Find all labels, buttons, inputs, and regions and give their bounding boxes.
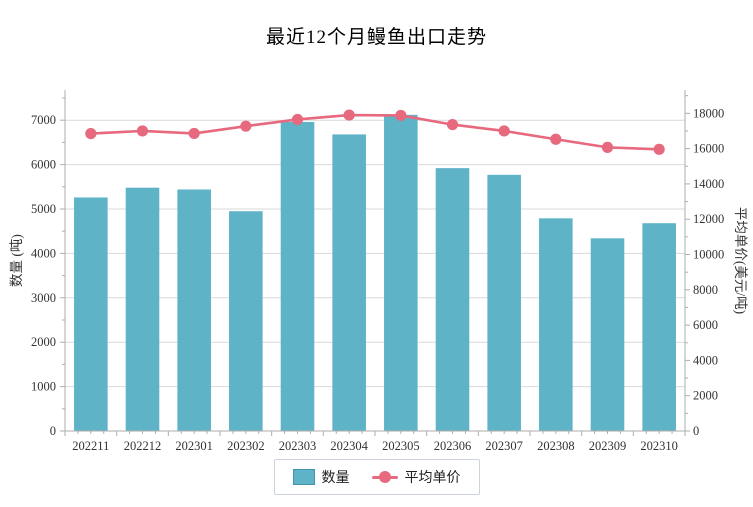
axis-tick-label: 12000 xyxy=(693,212,724,226)
axis-tick-label: 202302 xyxy=(227,439,265,453)
axis-tick-label: 8000 xyxy=(693,283,718,297)
axis-tick-label: 16000 xyxy=(693,142,724,156)
bar[interactable] xyxy=(280,121,315,431)
chart-title: 最近12个月鳗鱼出口走势 xyxy=(265,27,487,48)
bar[interactable] xyxy=(435,168,470,432)
line-point[interactable] xyxy=(446,118,459,131)
axis-tick-label: 6000 xyxy=(693,318,718,332)
line-series-swatch xyxy=(371,470,398,484)
bar[interactable] xyxy=(332,134,366,431)
line-point[interactable] xyxy=(395,109,407,122)
bar[interactable] xyxy=(590,238,625,431)
legend-item-avg-price[interactable]: 平均单价 xyxy=(371,467,461,487)
axis-tick-label: 202303 xyxy=(279,439,317,453)
axis-tick-label: 18000 xyxy=(693,106,724,120)
axis-tick-label: 6000 xyxy=(31,158,56,172)
axis-tick-label: 14000 xyxy=(693,177,724,191)
line-point[interactable] xyxy=(343,109,355,121)
axis-tick-label: 202305 xyxy=(382,439,420,453)
bar[interactable] xyxy=(229,211,263,431)
legend-label-quantity: 数量 xyxy=(321,471,350,486)
bar[interactable] xyxy=(642,223,676,431)
bar[interactable] xyxy=(125,187,160,431)
legend-label-avg-price: 平均单价 xyxy=(404,471,461,486)
axis-tick-label: 0 xyxy=(50,424,56,438)
left-axis-title: 数量 (吨) xyxy=(9,234,24,287)
axis-tick-label: 4000 xyxy=(693,353,718,367)
line-point[interactable] xyxy=(188,127,200,140)
line-series xyxy=(90,113,660,151)
axis-tick-label: 3000 xyxy=(31,291,56,305)
bar[interactable] xyxy=(487,174,521,432)
line-point[interactable] xyxy=(136,125,149,137)
axis-tick-label: 202212 xyxy=(124,439,162,453)
line-point[interactable] xyxy=(550,133,562,145)
axis-tick-label: 2000 xyxy=(31,335,56,349)
axis-tick-label: 202308 xyxy=(537,439,575,453)
axis-tick-label: 202307 xyxy=(485,439,523,453)
axis-tick-label: 202309 xyxy=(589,439,627,453)
axis-tick-label: 202301 xyxy=(175,439,213,453)
axis-tick-label: 1000 xyxy=(31,380,56,394)
axis-tick-label: 202211 xyxy=(72,439,109,453)
axis-tick-label: 5000 xyxy=(31,202,56,216)
line-point[interactable] xyxy=(291,113,304,126)
axis-tick-label: 10000 xyxy=(693,247,724,261)
bar[interactable] xyxy=(177,189,211,431)
bar-series-swatch xyxy=(292,469,315,485)
legend: 数量 平均单价 xyxy=(273,459,480,495)
axis-tick-label: 202306 xyxy=(434,439,472,453)
axis-tick-label: 0 xyxy=(693,424,699,438)
axis-tick-label: 4000 xyxy=(31,246,56,260)
line-point[interactable] xyxy=(498,125,510,137)
bar[interactable] xyxy=(74,197,108,431)
bar[interactable] xyxy=(539,218,573,431)
line-point[interactable] xyxy=(85,127,97,140)
axis-tick-label: 2000 xyxy=(693,389,718,403)
bar[interactable] xyxy=(384,114,418,431)
line-point[interactable] xyxy=(240,120,252,132)
axis-tick-label: 202310 xyxy=(640,439,678,453)
line-point[interactable] xyxy=(601,141,614,153)
axis-tick-label: 202304 xyxy=(330,439,368,453)
legend-item-quantity[interactable]: 数量 xyxy=(292,467,350,487)
axis-tick-label: 7000 xyxy=(31,113,56,127)
right-axis-title: 平均单价(美元/吨) xyxy=(733,207,748,314)
line-point[interactable] xyxy=(653,143,665,155)
